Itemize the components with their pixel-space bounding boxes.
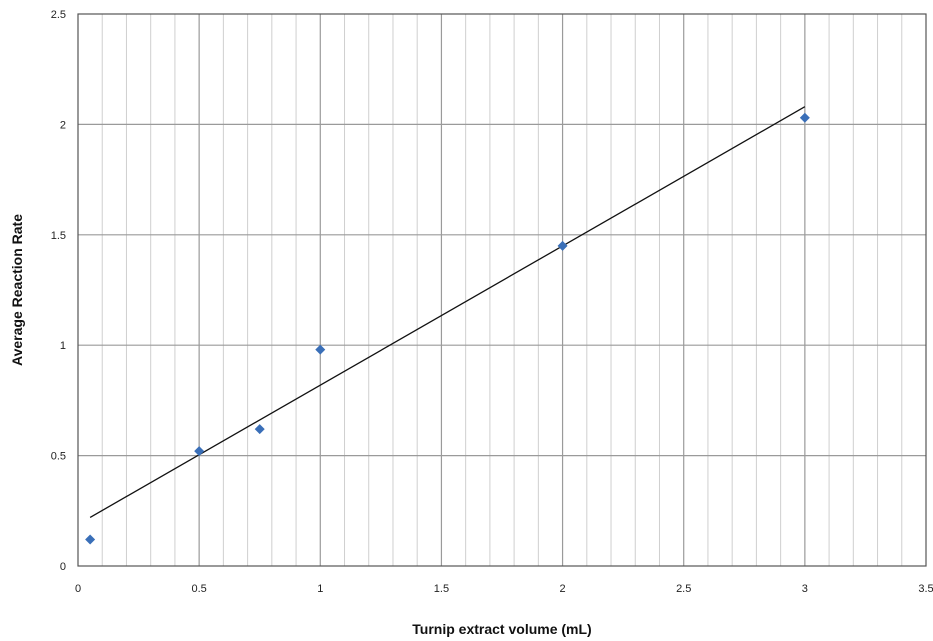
plot-area-frame [77, 13, 927, 567]
data-point [85, 534, 96, 545]
y-tick-label: 0.5 [51, 451, 66, 463]
data-point [254, 424, 265, 435]
x-tick-label: 0 [75, 583, 81, 595]
data-point [315, 344, 326, 355]
data-point [799, 112, 810, 123]
x-tick-label: 2.5 [676, 583, 691, 595]
y-tick-label: 2.5 [51, 9, 66, 21]
x-tick-label: 3.5 [918, 583, 933, 595]
y-tick-label: 0 [60, 561, 66, 573]
linear-trendline [89, 106, 806, 518]
x-tick-label: 2 [560, 583, 566, 595]
data-point [557, 240, 568, 251]
x-axis-title: Turnip extract volume (mL) [412, 621, 591, 637]
y-tick-label: 1.5 [51, 230, 66, 242]
y-axis-title: Average Reaction Rate [9, 214, 25, 366]
x-tick-label: 1.5 [434, 583, 449, 595]
data-point [194, 446, 205, 457]
y-tick-labels: 0 0.5 1 1.5 2 2.5 [51, 9, 66, 573]
major-gridlines [78, 14, 926, 566]
x-tick-label: 3 [802, 583, 808, 595]
x-tick-labels: 0 0.5 1 1.5 2 2.5 3 3.5 [75, 583, 933, 595]
minor-gridlines [101, 14, 903, 566]
y-tick-label: 1 [60, 340, 66, 352]
y-tick-label: 2 [60, 119, 66, 131]
x-tick-label: 1 [317, 583, 323, 595]
x-tick-label: 0.5 [191, 583, 206, 595]
data-points [85, 112, 810, 545]
